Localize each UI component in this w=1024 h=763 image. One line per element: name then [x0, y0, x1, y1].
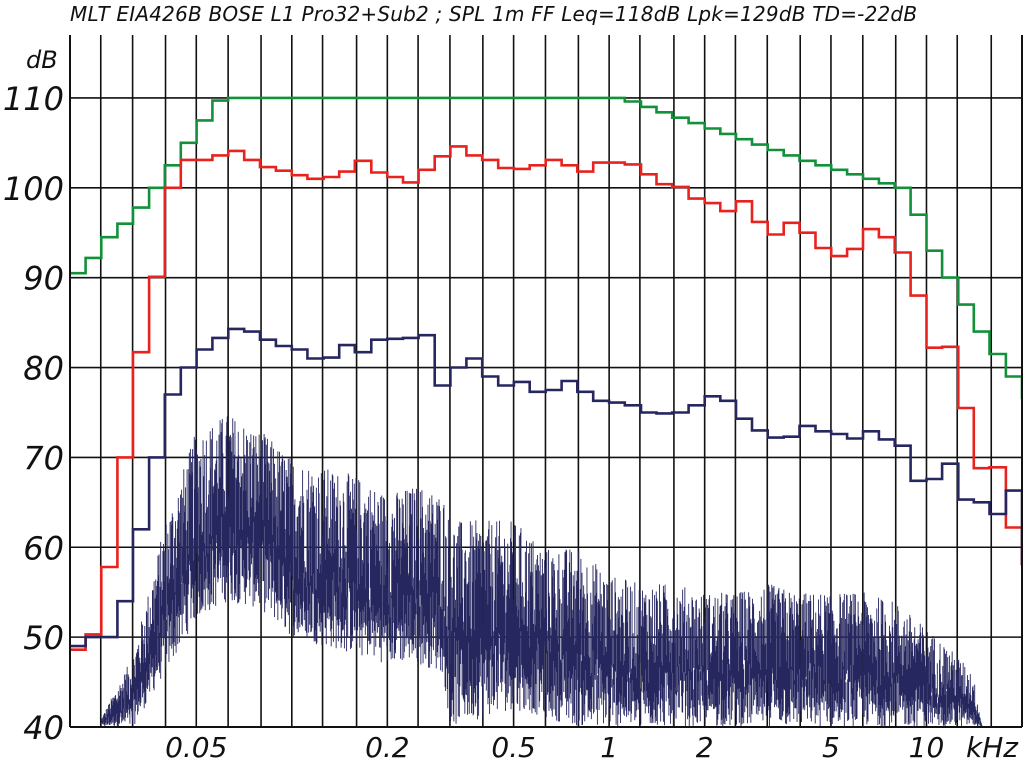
x-tick-labels: 0.05 0.2 0.5 1 2 5 10 kHz [165, 731, 1019, 763]
x-tick-label: 0.2 [365, 731, 410, 763]
y-tick-label: 80 [23, 350, 64, 388]
noise-spectrum [100, 416, 983, 727]
x-tick-label: 0.05 [165, 731, 227, 763]
noise-trace [100, 416, 983, 727]
y-axis-label: dB [26, 46, 58, 74]
series-lines [70, 96, 1022, 651]
x-unit-label: kHz [966, 731, 1019, 763]
x-tick-label: 10 [909, 731, 945, 763]
series-line-2 [70, 145, 1022, 651]
y-tick-label: 100 [3, 170, 64, 208]
y-tick-label: 50 [23, 619, 64, 657]
x-tick-label: 2 [696, 731, 714, 763]
y-tick-labels: 40 50 60 70 80 90 100 110 [3, 80, 64, 747]
y-tick-label: 70 [23, 439, 64, 477]
x-tick-label: 0.5 [491, 731, 536, 763]
y-tick-label: 60 [23, 529, 64, 567]
series-line-1 [70, 96, 1022, 399]
plot-frame [69, 35, 1023, 728]
series-line-3 [70, 327, 1022, 648]
y-tick-label: 90 [23, 260, 64, 298]
y-tick-label: 40 [23, 709, 64, 747]
chart-title: MLT EIA426B BOSE L1 Pro32+Sub2 ; SPL 1m … [70, 2, 918, 26]
y-tick-label: 110 [3, 80, 64, 118]
x-tick-label: 5 [822, 731, 840, 763]
x-tick-label: 1 [600, 731, 618, 763]
